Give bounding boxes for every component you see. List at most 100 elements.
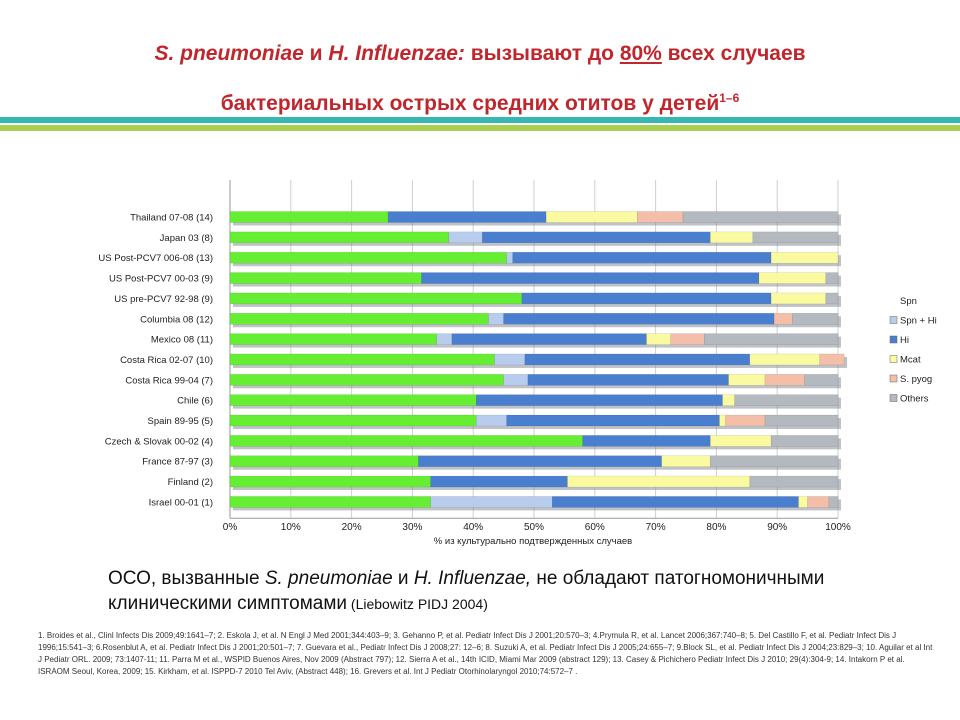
category-label-2: US Post-PCV7 006-08 (13) bbox=[98, 253, 213, 264]
legend-swatch-5 bbox=[889, 394, 898, 402]
category-label-0: Thailand 07-08 (14) bbox=[130, 213, 213, 224]
title-spn: S. pneumoniae bbox=[154, 42, 304, 65]
bar-spn-hi-2 bbox=[506, 251, 513, 264]
category-label-5: Columbia 08 (12) bbox=[140, 314, 213, 325]
bar-spn-hi-5 bbox=[488, 313, 504, 325]
legend-label-2: Hi bbox=[900, 335, 909, 346]
bar-hi-13 bbox=[430, 475, 568, 488]
bar-hi-7 bbox=[524, 353, 751, 366]
title-hi: H. Influenzae: bbox=[328, 42, 465, 65]
bar-s-pyog-0 bbox=[637, 211, 684, 223]
bar-mcat-0 bbox=[545, 211, 638, 223]
x-tick-label-0: 0% bbox=[223, 522, 238, 533]
bar-others-12 bbox=[710, 455, 839, 467]
bar-spn-0 bbox=[229, 211, 389, 223]
bar-mcat-2 bbox=[770, 251, 839, 264]
bar-mcat-4 bbox=[770, 292, 827, 305]
bar-spn-11 bbox=[229, 435, 583, 447]
legend-label-0: Spn bbox=[900, 296, 917, 307]
bar-spn-3 bbox=[229, 272, 422, 284]
bar-hi-6 bbox=[451, 333, 647, 345]
bar-spn-13 bbox=[229, 475, 431, 488]
title-cases: всех случаев bbox=[661, 42, 806, 65]
legend-swatch-4 bbox=[889, 374, 898, 383]
bar-s-pyog-8 bbox=[764, 374, 805, 386]
bar-hi-9 bbox=[475, 394, 723, 406]
title-and: и bbox=[303, 42, 329, 65]
category-label-8: Costa Rica 99-04 (7) bbox=[125, 375, 213, 386]
bar-mcat-9 bbox=[722, 394, 735, 406]
subtitle-part-e: не обладают патогномоничными клиническим… bbox=[108, 568, 825, 614]
category-label-1: Japan 03 (8) bbox=[160, 233, 213, 244]
legend-swatch-3 bbox=[889, 355, 898, 363]
bar-spn-10 bbox=[229, 414, 477, 427]
x-tick-label-2: 20% bbox=[342, 522, 362, 533]
subtitle-and: и bbox=[392, 568, 414, 589]
slide-subtitle: ОСО, вызванные S. pneumoniae и H. Influe… bbox=[108, 566, 908, 617]
bar-others-9 bbox=[734, 394, 839, 406]
x-tick-label-6: 60% bbox=[585, 522, 605, 533]
bar-others-5 bbox=[792, 313, 839, 325]
x-tick-label-3: 30% bbox=[402, 522, 422, 533]
bar-hi-2 bbox=[512, 251, 772, 264]
subtitle-spn: S. pneumoniae bbox=[264, 568, 393, 589]
title-percent: 80% bbox=[619, 42, 662, 65]
legend-label-4: S. pyog bbox=[900, 374, 932, 385]
bar-s-pyog-5 bbox=[773, 313, 793, 325]
bar-hi-1 bbox=[482, 231, 711, 244]
bar-hi-14 bbox=[551, 496, 799, 508]
bar-spn-4 bbox=[229, 292, 523, 305]
bar-mcat-11 bbox=[710, 435, 772, 447]
bar-mcat-10 bbox=[719, 414, 726, 427]
chart-legend: Spn Spn + Hi Hi Mcat S. pyog Others bbox=[889, 296, 937, 405]
bar-mcat-1 bbox=[710, 231, 754, 244]
stacked-bar-chart: Thailand 07-08 (14) Japan 03 (8) US Post-P… bbox=[98, 180, 937, 547]
category-label-13: Finland (2) bbox=[168, 477, 213, 488]
slide-title-line-2: бактериальных острых средних отитов у де… bbox=[0, 84, 960, 118]
bar-mcat-3 bbox=[758, 272, 827, 284]
bar-hi-12 bbox=[418, 455, 662, 467]
bar-mcat-8 bbox=[728, 374, 766, 386]
x-tick-label-10: 100% bbox=[825, 522, 851, 533]
title-superscript: 1–6 bbox=[719, 91, 740, 105]
bar-s-pyog-14 bbox=[807, 496, 830, 508]
bar-spn-hi-7 bbox=[494, 353, 526, 366]
bar-mcat-14 bbox=[798, 496, 808, 508]
bar-s-pyog-6 bbox=[670, 333, 705, 345]
bar-mcat-7 bbox=[749, 353, 821, 366]
bar-spn-hi-10 bbox=[475, 414, 507, 427]
legend-swatch-1 bbox=[889, 316, 898, 324]
bar-others-3 bbox=[825, 272, 839, 284]
bar-others-1 bbox=[752, 231, 839, 244]
bar-spn-5 bbox=[229, 313, 489, 325]
bar-spn-hi-8 bbox=[503, 374, 529, 386]
legend-swatch-2 bbox=[889, 335, 898, 344]
category-label-6: Mexico 08 (11) bbox=[151, 335, 213, 346]
chart-category-labels: Thailand 07-08 (14) Japan 03 (8) US Post-P… bbox=[98, 213, 213, 509]
bar-spn-2 bbox=[229, 251, 507, 264]
chart-x-ticks: 0% 10% 20% 30% 40% 50% 60% 70% 80% 90% 100% bbox=[223, 522, 851, 533]
bar-hi-5 bbox=[503, 313, 775, 325]
bar-mcat-12 bbox=[661, 455, 711, 467]
x-tick-label-9: 90% bbox=[767, 522, 787, 533]
bar-spn-8 bbox=[229, 374, 504, 386]
slide-title-line-1: S. pneumoniae и H. Influenzae: вызывают … bbox=[0, 40, 960, 68]
bar-spn-hi-1 bbox=[448, 231, 483, 244]
legend-label-3: Mcat bbox=[900, 355, 921, 366]
bar-others-8 bbox=[804, 374, 839, 386]
chart-bars bbox=[229, 211, 848, 511]
bar-hi-11 bbox=[582, 435, 711, 447]
bar-others-13 bbox=[749, 475, 839, 488]
bar-spn-6 bbox=[229, 333, 437, 345]
bar-hi-10 bbox=[506, 414, 720, 427]
bar-others-6 bbox=[703, 333, 839, 345]
bar-s-pyog-10 bbox=[725, 414, 766, 427]
x-tick-label-1: 10% bbox=[281, 522, 301, 533]
category-label-7: Costa Rica 02-07 (10) bbox=[120, 355, 213, 366]
x-tick-label-4: 40% bbox=[463, 522, 483, 533]
category-label-11: Czech & Slovak 00-02 (4) bbox=[105, 436, 213, 447]
title-line-2-text: бактериальных острых средних отитов у де… bbox=[220, 92, 720, 115]
bar-hi-8 bbox=[527, 374, 729, 386]
category-label-10: Spain 89-95 (5) bbox=[148, 416, 213, 427]
category-label-4: US pre-PCV7 92-98 (9) bbox=[114, 294, 213, 305]
